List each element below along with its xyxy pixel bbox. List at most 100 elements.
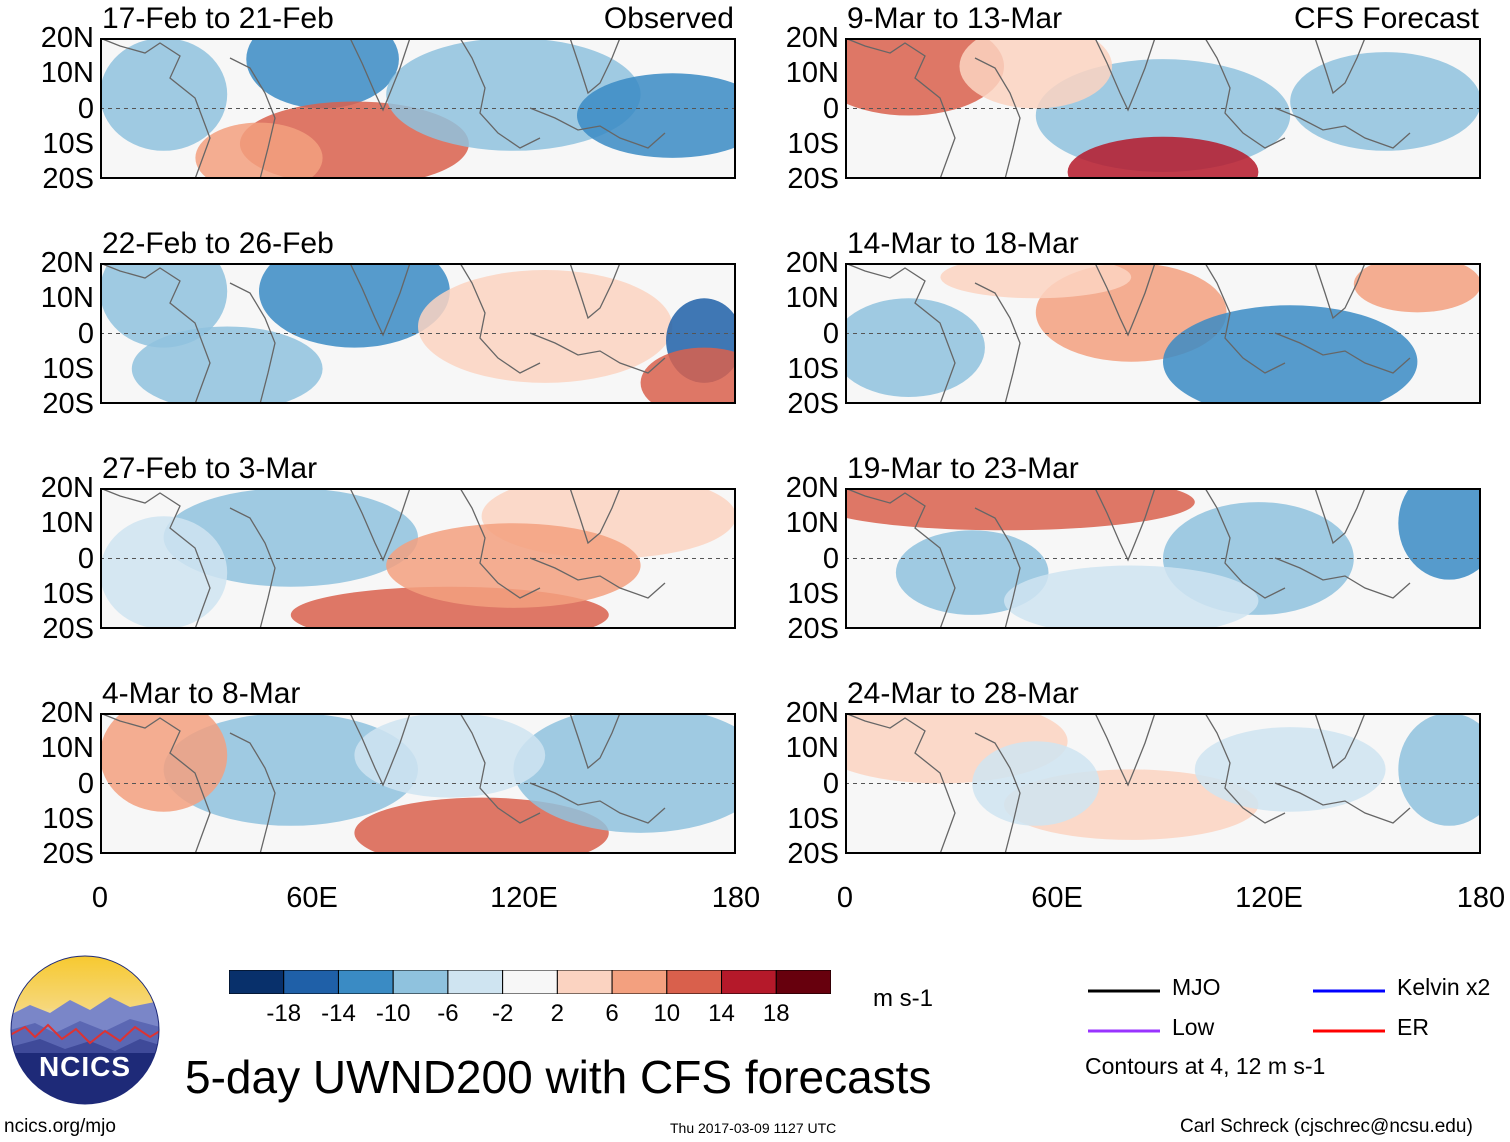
coastline bbox=[459, 263, 541, 374]
x-tick-label: 60E bbox=[286, 882, 338, 914]
coastline bbox=[100, 488, 211, 629]
anomaly-region bbox=[246, 38, 399, 109]
ncics-logo[interactable]: NCICS bbox=[10, 955, 160, 1105]
colorbar-label: -6 bbox=[437, 1000, 459, 1027]
y-tick-label: 10S bbox=[787, 127, 839, 160]
coastline bbox=[349, 488, 411, 562]
legend-line-swatch bbox=[1313, 989, 1385, 993]
panel-title: 14-Mar to 18-Mar bbox=[847, 227, 1079, 260]
units-label: m s-1 bbox=[873, 985, 933, 1012]
coastline bbox=[1204, 488, 1286, 599]
coastline bbox=[349, 713, 411, 787]
legend-label: ER bbox=[1397, 1014, 1429, 1040]
coastline bbox=[974, 282, 1021, 404]
coastline bbox=[229, 732, 276, 854]
panel-map bbox=[100, 488, 736, 629]
anomaly-region bbox=[513, 713, 736, 833]
y-tick-label: 10S bbox=[42, 127, 94, 160]
colorbar-swatch bbox=[392, 969, 449, 995]
anomaly-region bbox=[163, 488, 418, 587]
panel-title: 17-Feb to 21-Feb bbox=[102, 2, 334, 35]
y-tick-label: 20S bbox=[787, 838, 839, 870]
anomaly-region bbox=[386, 523, 641, 608]
coastline bbox=[1274, 557, 1411, 599]
author-credit: Carl Schreck (cjschrec@ncsu.edu) bbox=[1180, 1116, 1473, 1137]
y-tick-label: 10N bbox=[785, 507, 839, 540]
colorbar-swatch bbox=[447, 969, 504, 995]
colorbar-swatches bbox=[228, 969, 832, 995]
coastline bbox=[974, 507, 1021, 629]
coastline bbox=[459, 488, 541, 599]
coastline bbox=[974, 57, 1021, 179]
anomaly-region bbox=[195, 122, 323, 179]
y-tick-label: 10N bbox=[785, 732, 839, 765]
y-tick-label: 20S bbox=[787, 388, 839, 420]
y-tick-label: 20S bbox=[787, 163, 839, 195]
coastline bbox=[569, 488, 621, 545]
anomaly-region bbox=[1194, 727, 1386, 812]
y-tick-label: 0 bbox=[77, 767, 94, 800]
anomaly-region bbox=[386, 38, 641, 151]
colorbar bbox=[228, 969, 832, 995]
x-tick-label: 0 bbox=[836, 882, 854, 914]
anomaly-region bbox=[1398, 488, 1481, 580]
y-tick-label: 0 bbox=[822, 542, 839, 575]
panel-title: 24-Mar to 28-Mar bbox=[847, 677, 1079, 710]
panel-frame bbox=[100, 713, 736, 854]
panel-frame bbox=[100, 488, 736, 629]
colorbar-label: -10 bbox=[375, 1000, 411, 1027]
y-tick-label: 20S bbox=[42, 163, 94, 195]
y-tick-label: 10S bbox=[42, 352, 94, 385]
colorbar-label: -2 bbox=[491, 1000, 514, 1027]
y-tick-label: 10S bbox=[42, 802, 94, 835]
coastline bbox=[1094, 488, 1156, 562]
panel-frame bbox=[100, 263, 736, 404]
legend-line-swatch bbox=[1088, 989, 1160, 993]
anomaly-region bbox=[1398, 713, 1481, 826]
y-tick-label: 20N bbox=[785, 697, 839, 729]
coastline bbox=[349, 263, 411, 337]
panel-title: 4-Mar to 8-Mar bbox=[102, 677, 301, 710]
coastline bbox=[100, 38, 211, 179]
anomaly-region bbox=[100, 516, 228, 629]
colorbar-swatch bbox=[502, 969, 558, 995]
logo-text: NCICS bbox=[38, 1051, 132, 1082]
coastline bbox=[1094, 38, 1156, 112]
colorbar-label: -14 bbox=[321, 1000, 356, 1027]
coastline bbox=[229, 282, 276, 404]
coastline bbox=[1274, 107, 1411, 149]
y-tick-label: 20N bbox=[785, 22, 839, 54]
coastline bbox=[529, 332, 666, 374]
y-tick-label: 10S bbox=[787, 802, 839, 835]
anomaly-region bbox=[100, 38, 228, 151]
legend-line-swatch bbox=[1088, 1029, 1160, 1033]
coastline bbox=[845, 38, 956, 179]
y-tick-label: 0 bbox=[822, 767, 839, 800]
coastline bbox=[1094, 713, 1156, 787]
panel-map bbox=[845, 488, 1481, 629]
anomaly-region bbox=[1067, 136, 1259, 179]
anomaly-region bbox=[100, 713, 228, 812]
colorbar-swatch bbox=[775, 969, 832, 995]
anomaly-region bbox=[1290, 52, 1481, 151]
anomaly-region bbox=[354, 797, 609, 854]
panel-frame bbox=[845, 38, 1481, 179]
panel-title: 19-Mar to 23-Mar bbox=[847, 452, 1079, 485]
colorbar-label: 18 bbox=[762, 1000, 790, 1027]
y-tick-label: 20S bbox=[42, 838, 94, 870]
coastline bbox=[1314, 488, 1366, 545]
panel-frame bbox=[845, 488, 1481, 629]
legend-label: MJO bbox=[1172, 974, 1221, 1000]
coastline bbox=[529, 107, 666, 149]
x-tick-label: 120E bbox=[490, 882, 558, 914]
site-link[interactable]: ncics.org/mjo bbox=[4, 1116, 116, 1137]
coastline bbox=[529, 557, 666, 599]
coastline bbox=[845, 713, 956, 854]
y-tick-label: 10N bbox=[40, 732, 94, 765]
y-tick-label: 20N bbox=[40, 247, 94, 279]
colorbar-swatch bbox=[666, 969, 723, 995]
contour-note: Contours at 4, 12 m s-1 bbox=[1085, 1053, 1326, 1079]
coastline bbox=[1314, 263, 1366, 320]
y-tick-label: 20N bbox=[785, 247, 839, 279]
anomaly-region bbox=[640, 347, 736, 404]
